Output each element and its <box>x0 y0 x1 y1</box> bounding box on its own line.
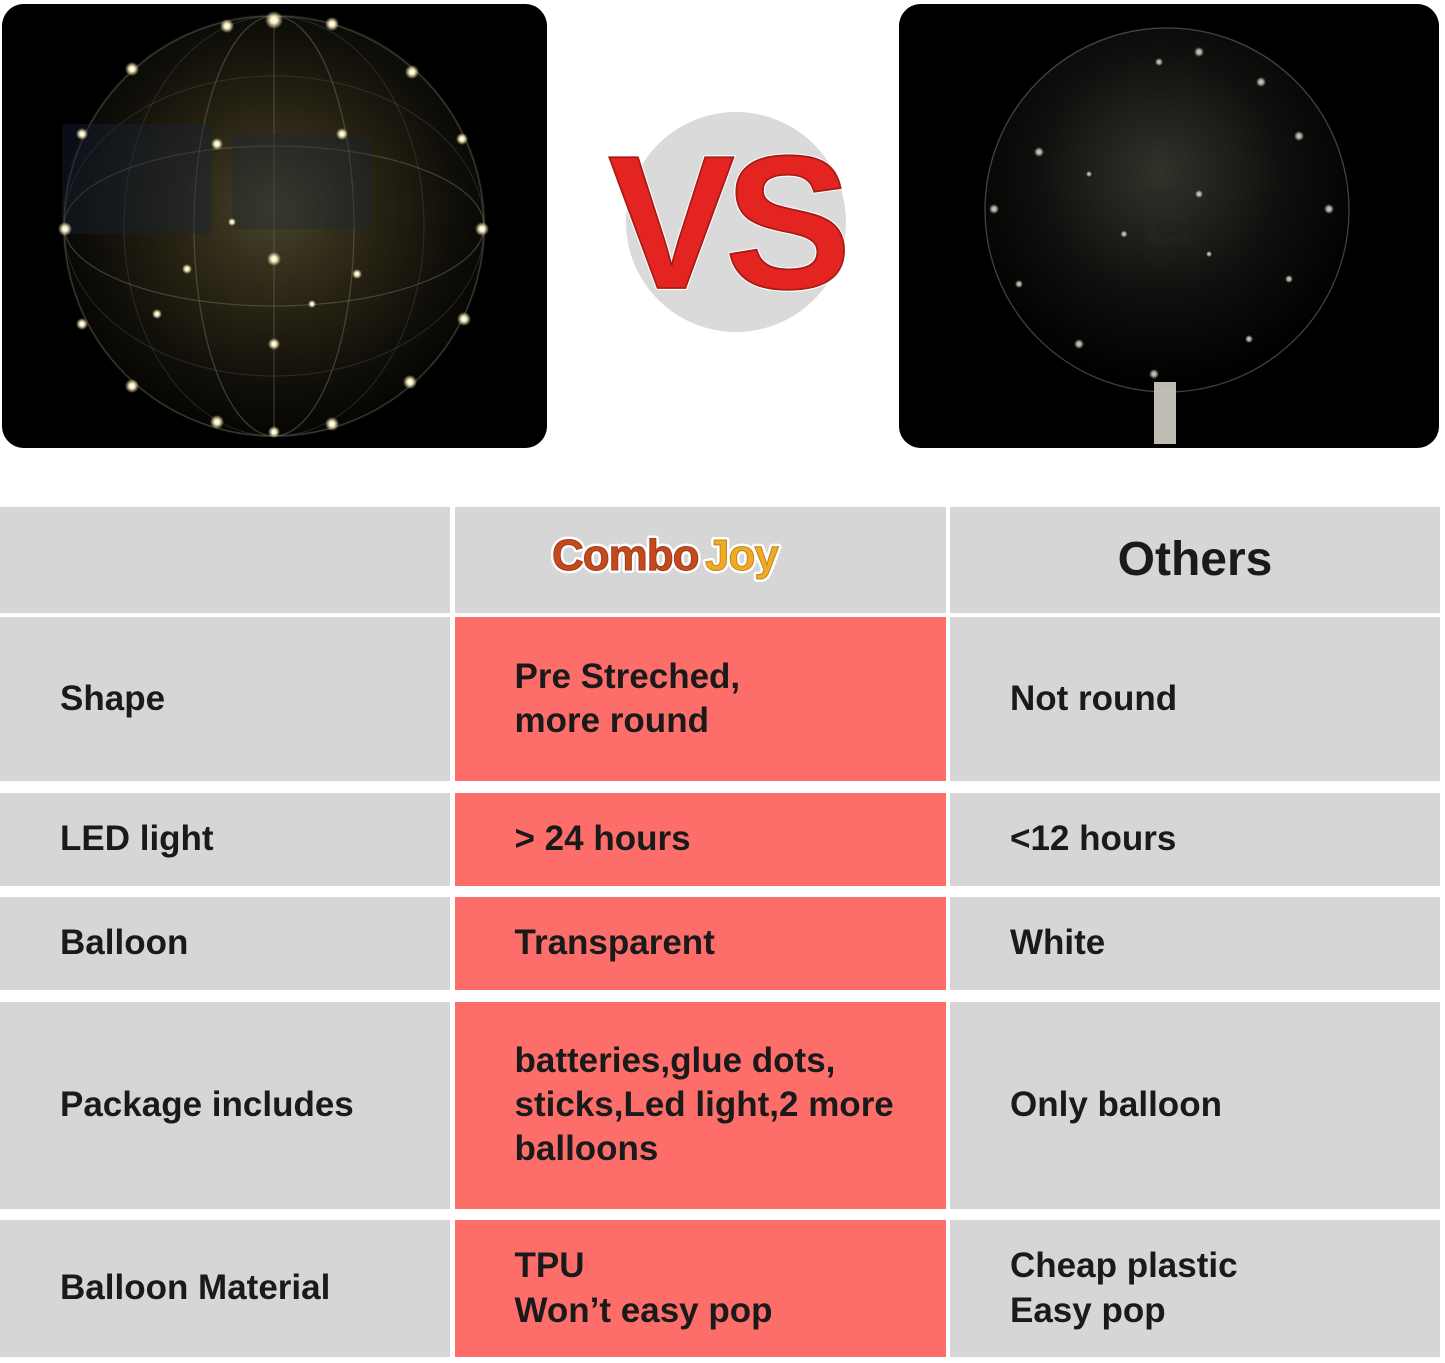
svg-text:VS: VS <box>608 117 845 329</box>
svg-text:Joy: Joy <box>705 531 779 580</box>
svg-text:E: E <box>1140 172 1193 261</box>
svg-text:Combo: Combo <box>552 531 699 580</box>
